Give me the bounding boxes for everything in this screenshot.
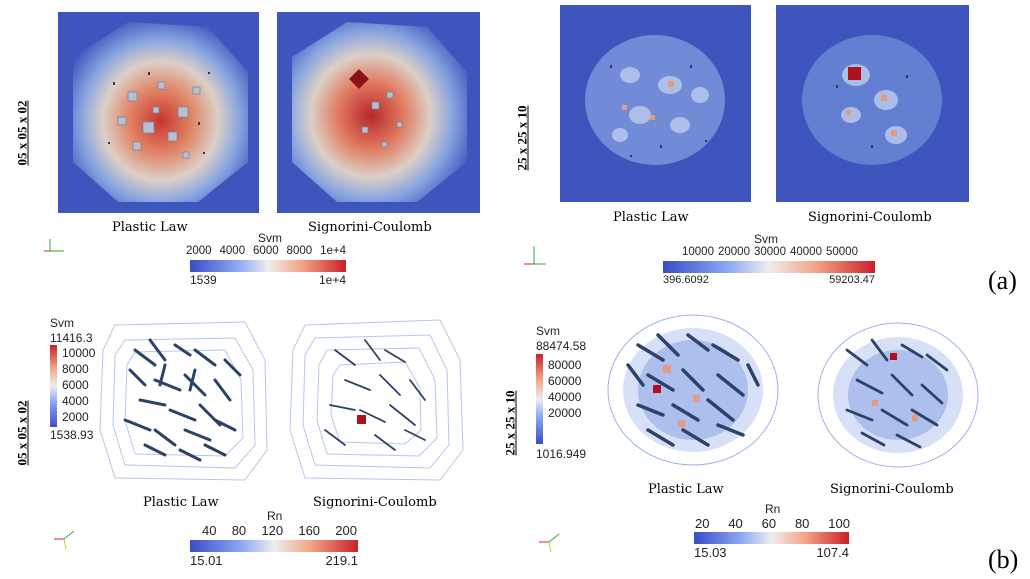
colorbar-title-a-right: Svm [754,232,778,246]
colorbar-ticks-b-right: 20 40 60 80 100 [695,516,850,531]
tick: 80 [794,516,810,531]
colorbar-title-b-right: Rn [765,502,781,516]
stress-field-signorini-coulomb-a-small [277,12,480,213]
axes-triad-icon [44,237,70,263]
tick: 6000 [253,245,279,257]
caption-signorini-coulomb-a-left: Signorini-Coulomb [308,220,432,235]
tick: 100 [828,516,850,531]
stress-field-plastic-law-a-small [58,12,259,213]
tick: 20000 [548,406,582,420]
colorbar-range-b-left: 15.01 219.1 [190,553,358,568]
tick: 120 [261,523,284,538]
colorbar-ticks-b-left: 40 80 120 160 200 [202,523,357,538]
tick: 20 [695,516,710,531]
vcolorbar-min-b-right: 1016.949 [536,447,587,461]
tick: 10000 [62,346,96,360]
colorbar-a-right [663,261,875,273]
tick: 40000 [548,390,582,404]
vcolorbar-title-b-left: Svm [50,316,74,330]
tick: 1e+4 [320,245,346,257]
axes-triad-icon [520,240,546,266]
vcolorbar-ticks-b-left: 10000 8000 6000 4000 2000 [62,345,95,425]
colorbar-max: 107.4 [816,545,849,560]
vcolorbar-ticks-b-right: 80000 60000 40000 20000 [548,357,581,421]
tick: 4000 [62,394,89,408]
tick: 60000 [548,374,582,388]
colorbar-range-a-right: 396.6092 59203.47 [663,274,875,286]
tick: 8000 [62,362,89,376]
tick: 40 [202,523,217,538]
colorbar-ticks-a-left: 2000 4000 6000 8000 1e+4 [186,245,346,257]
colorbar-range-a-left: 1539 1e+4 [190,273,346,287]
colorbar-min: 15.01 [190,553,223,568]
colorbar-title-b-left: Rn [267,509,283,523]
colorbar-b-left [190,540,358,552]
tick: 200 [335,523,357,538]
fiber-network-signorini-coulomb-b-small [285,310,470,485]
tick: 160 [298,523,321,538]
tick: 2000 [62,410,89,424]
tick: 4000 [219,245,246,257]
fiber-network-plastic-law-b-large [598,305,793,480]
fiber-network-signorini-coulomb-b-large [812,315,984,475]
panel-tag-b: (b) [988,545,1019,574]
stress-field-signorini-coulomb-a-large [776,5,969,202]
tick: 60 [761,516,777,531]
stress-field-plastic-law-a-large [560,5,751,202]
axes-triad-icon [537,530,563,556]
colorbar-min: 1539 [190,273,217,287]
caption-signorini-coulomb-b-left: Signorini-Coulomb [313,495,437,510]
tick: 10000 [682,246,714,258]
tick: 8000 [286,245,313,257]
vcolorbar-max-b-right: 88474.58 [536,339,587,353]
case-label-b-right: 25 x 25 x 10 [502,390,518,456]
case-label-a-left: 05 x 05 x 02 [14,100,30,166]
tick: 80000 [548,358,582,372]
caption-plastic-law-b-left: Plastic Law [143,495,219,510]
vcolorbar-min-b-left: 1538.93 [50,428,94,442]
colorbar-min: 396.6092 [663,274,709,286]
vcolorbar-max-b-left: 11416.3 [50,331,93,345]
tick: 6000 [62,378,89,392]
tick: 80 [231,523,247,538]
tick: 50000 [826,246,858,258]
vcolorbar-b-left [50,345,57,427]
tick: 20000 [718,246,750,258]
axes-triad-icon [52,527,78,553]
colorbar-a-left [190,260,346,272]
case-label-b-left: 05 x 05 x 02 [14,400,30,466]
vcolorbar-b-right [536,354,543,444]
panel-tag-a: (a) [988,266,1017,295]
caption-signorini-coulomb-b-right: Signorini-Coulomb [830,482,954,497]
vcolorbar-title-b-right: Svm [536,324,560,338]
caption-plastic-law-a-right: Plastic Law [613,210,689,225]
tick: 2000 [186,245,212,257]
colorbar-title-a-left: Svm [258,231,282,245]
colorbar-min: 15.03 [694,545,727,560]
tick: 40000 [790,246,822,258]
tick: 30000 [754,246,786,258]
colorbar-max: 1e+4 [318,273,346,287]
case-label-a-right: 25 x 25 x 10 [514,105,530,171]
colorbar-max: 59203.47 [829,274,875,286]
fiber-network-plastic-law-b-small [95,310,275,485]
caption-plastic-law-b-right: Plastic Law [648,482,724,497]
colorbar-ticks-a-right: 10000 20000 30000 40000 50000 [682,246,858,258]
caption-signorini-coulomb-a-right: Signorini-Coulomb [808,210,932,225]
colorbar-max: 219.1 [325,553,358,568]
tick: 40 [728,516,743,531]
colorbar-b-right [694,532,849,544]
caption-plastic-law-a-left: Plastic Law [112,220,188,235]
colorbar-range-b-right: 15.03 107.4 [694,545,849,560]
